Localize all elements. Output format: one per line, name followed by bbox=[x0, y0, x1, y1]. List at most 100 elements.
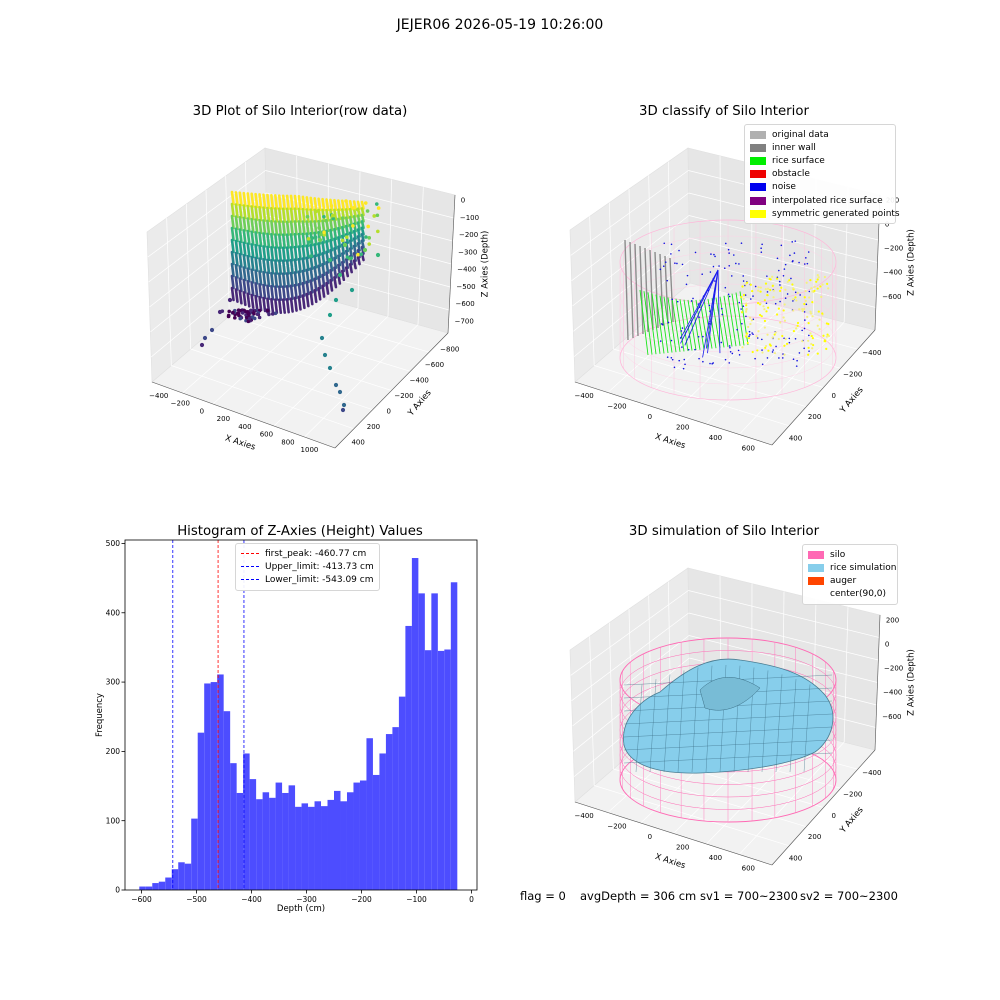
noise-point bbox=[754, 357, 756, 360]
legend-line-blue bbox=[241, 579, 259, 581]
x-axis-label: X Axies bbox=[224, 433, 257, 452]
x-tick-label: −400 bbox=[149, 392, 168, 400]
mesh-line bbox=[623, 713, 833, 725]
data-point bbox=[313, 197, 318, 212]
symmetric-point bbox=[745, 335, 748, 338]
histogram-bar bbox=[405, 625, 412, 890]
data-point bbox=[309, 267, 314, 282]
noise-point bbox=[794, 338, 797, 340]
data-point bbox=[351, 224, 355, 228]
data-point bbox=[317, 242, 322, 256]
symmetric-point bbox=[810, 287, 813, 290]
noise-point bbox=[732, 254, 735, 256]
noise-point bbox=[680, 330, 683, 332]
data-point bbox=[317, 253, 322, 268]
z-tick-label: −700 bbox=[455, 317, 474, 325]
data-point bbox=[301, 207, 306, 223]
data-point bbox=[234, 263, 239, 279]
noise-point bbox=[713, 280, 716, 282]
z-tick-label: −200 bbox=[884, 245, 903, 253]
data-point bbox=[285, 233, 290, 249]
data-point bbox=[356, 228, 361, 238]
noise-point bbox=[713, 253, 715, 256]
data-point bbox=[317, 237, 323, 243]
data-point bbox=[329, 204, 334, 208]
histogram-bar bbox=[431, 593, 438, 890]
mesh-line bbox=[635, 684, 643, 773]
data-point bbox=[274, 298, 279, 314]
symmetric-point bbox=[805, 281, 808, 284]
symmetric-point bbox=[813, 289, 816, 292]
symmetric-point bbox=[742, 297, 745, 300]
data-point bbox=[352, 229, 357, 240]
data-point bbox=[293, 258, 298, 274]
data-point bbox=[277, 194, 283, 210]
data-point bbox=[230, 274, 235, 290]
histogram-bar bbox=[353, 782, 360, 890]
symmetric-point bbox=[756, 302, 760, 305]
histogram-bar bbox=[411, 558, 419, 890]
y-tick-label: 200 bbox=[808, 833, 821, 841]
data-point bbox=[231, 310, 235, 315]
data-point bbox=[254, 218, 259, 234]
legend-swatch bbox=[750, 209, 766, 218]
data-point bbox=[348, 200, 353, 211]
data-point bbox=[322, 352, 328, 358]
symmetric-point bbox=[782, 309, 785, 312]
noise-point bbox=[784, 297, 787, 300]
data-point bbox=[352, 207, 357, 218]
data-point bbox=[285, 285, 290, 301]
noise-point bbox=[752, 333, 754, 336]
data-point bbox=[199, 342, 205, 348]
symmetric-point bbox=[807, 339, 810, 342]
classify-legend: original data inner wall rice surface ob… bbox=[744, 124, 900, 225]
data-point bbox=[254, 231, 259, 247]
y-tick-label: 400 bbox=[106, 608, 121, 617]
data-point bbox=[242, 253, 247, 269]
noise-point bbox=[791, 241, 794, 243]
noise-point bbox=[670, 357, 673, 359]
data-point bbox=[238, 216, 243, 231]
data-point bbox=[238, 316, 243, 321]
noise-point bbox=[671, 358, 674, 361]
data-point bbox=[348, 207, 353, 219]
x-tick-label: 1000 bbox=[301, 446, 319, 454]
y-tick-label: 0 bbox=[386, 408, 390, 416]
data-point bbox=[325, 271, 330, 285]
noise-point bbox=[748, 335, 750, 338]
data-point bbox=[301, 269, 306, 285]
noise-point bbox=[793, 252, 796, 254]
symmetric-point bbox=[759, 290, 762, 293]
data-point bbox=[242, 204, 247, 220]
legend-swatch bbox=[808, 550, 824, 559]
noise-point bbox=[717, 269, 721, 354]
data-point bbox=[360, 232, 365, 242]
symmetric-point bbox=[759, 302, 762, 305]
rice-surface-points bbox=[667, 297, 677, 353]
noise-point bbox=[742, 275, 745, 277]
data-point bbox=[258, 270, 263, 286]
data-point bbox=[333, 256, 338, 270]
data-point bbox=[329, 228, 334, 242]
data-point bbox=[365, 209, 370, 213]
data-point bbox=[285, 220, 290, 236]
y-tick-label: 400 bbox=[789, 854, 802, 862]
symmetric-point bbox=[804, 289, 807, 293]
rice-surface-points bbox=[675, 298, 685, 352]
data-point bbox=[329, 248, 334, 262]
noise-point bbox=[684, 269, 719, 346]
data-point bbox=[254, 243, 259, 260]
data-point bbox=[321, 273, 326, 288]
symmetric-point bbox=[747, 325, 750, 329]
data-point bbox=[317, 264, 322, 279]
noise-point bbox=[663, 242, 666, 245]
data-point bbox=[293, 232, 298, 249]
rice-surface-points bbox=[719, 296, 729, 348]
inner-wall-points bbox=[634, 243, 639, 337]
data-point bbox=[270, 312, 275, 316]
symmetric-point bbox=[766, 333, 769, 336]
histogram-bar bbox=[191, 818, 198, 890]
data-point bbox=[329, 268, 334, 282]
histogram-bar bbox=[366, 738, 373, 890]
x-tick-label: 600 bbox=[260, 431, 273, 439]
